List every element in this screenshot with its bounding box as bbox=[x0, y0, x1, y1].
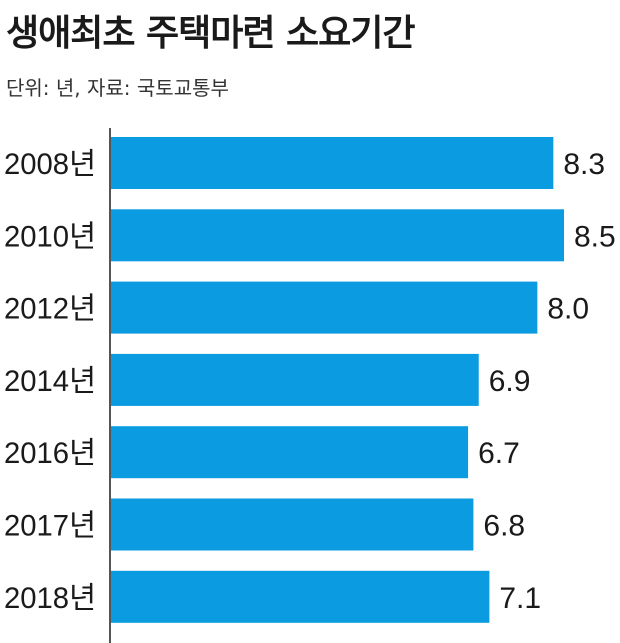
category-label: 2018년 bbox=[4, 582, 96, 615]
category-label: 2016년 bbox=[4, 437, 96, 470]
category-label: 2010년 bbox=[4, 220, 96, 253]
bar-6 bbox=[111, 570, 490, 623]
value-label: 6.7 bbox=[478, 437, 520, 470]
category-label: 2008년 bbox=[4, 148, 96, 181]
value-label: 7.1 bbox=[499, 582, 541, 615]
category-label: 2012년 bbox=[4, 293, 96, 326]
chart-subtitle: 단위: 년, 자료: 국토교통부 bbox=[6, 76, 229, 100]
value-label: 8.0 bbox=[547, 293, 589, 326]
bar-3 bbox=[111, 353, 479, 406]
category-label: 2014년 bbox=[4, 365, 96, 398]
value-label: 6.8 bbox=[483, 510, 525, 543]
bar-4 bbox=[111, 426, 469, 479]
value-label: 8.5 bbox=[574, 220, 616, 253]
value-label: 8.3 bbox=[563, 148, 605, 181]
bar-2 bbox=[111, 281, 538, 334]
category-label: 2017년 bbox=[4, 510, 96, 543]
bar-0 bbox=[111, 137, 554, 189]
bar-5 bbox=[111, 498, 474, 551]
bar-1 bbox=[111, 209, 564, 262]
chart-title: 생애최초 주택마련 소요기간 bbox=[6, 13, 416, 54]
value-label: 6.9 bbox=[489, 365, 531, 398]
